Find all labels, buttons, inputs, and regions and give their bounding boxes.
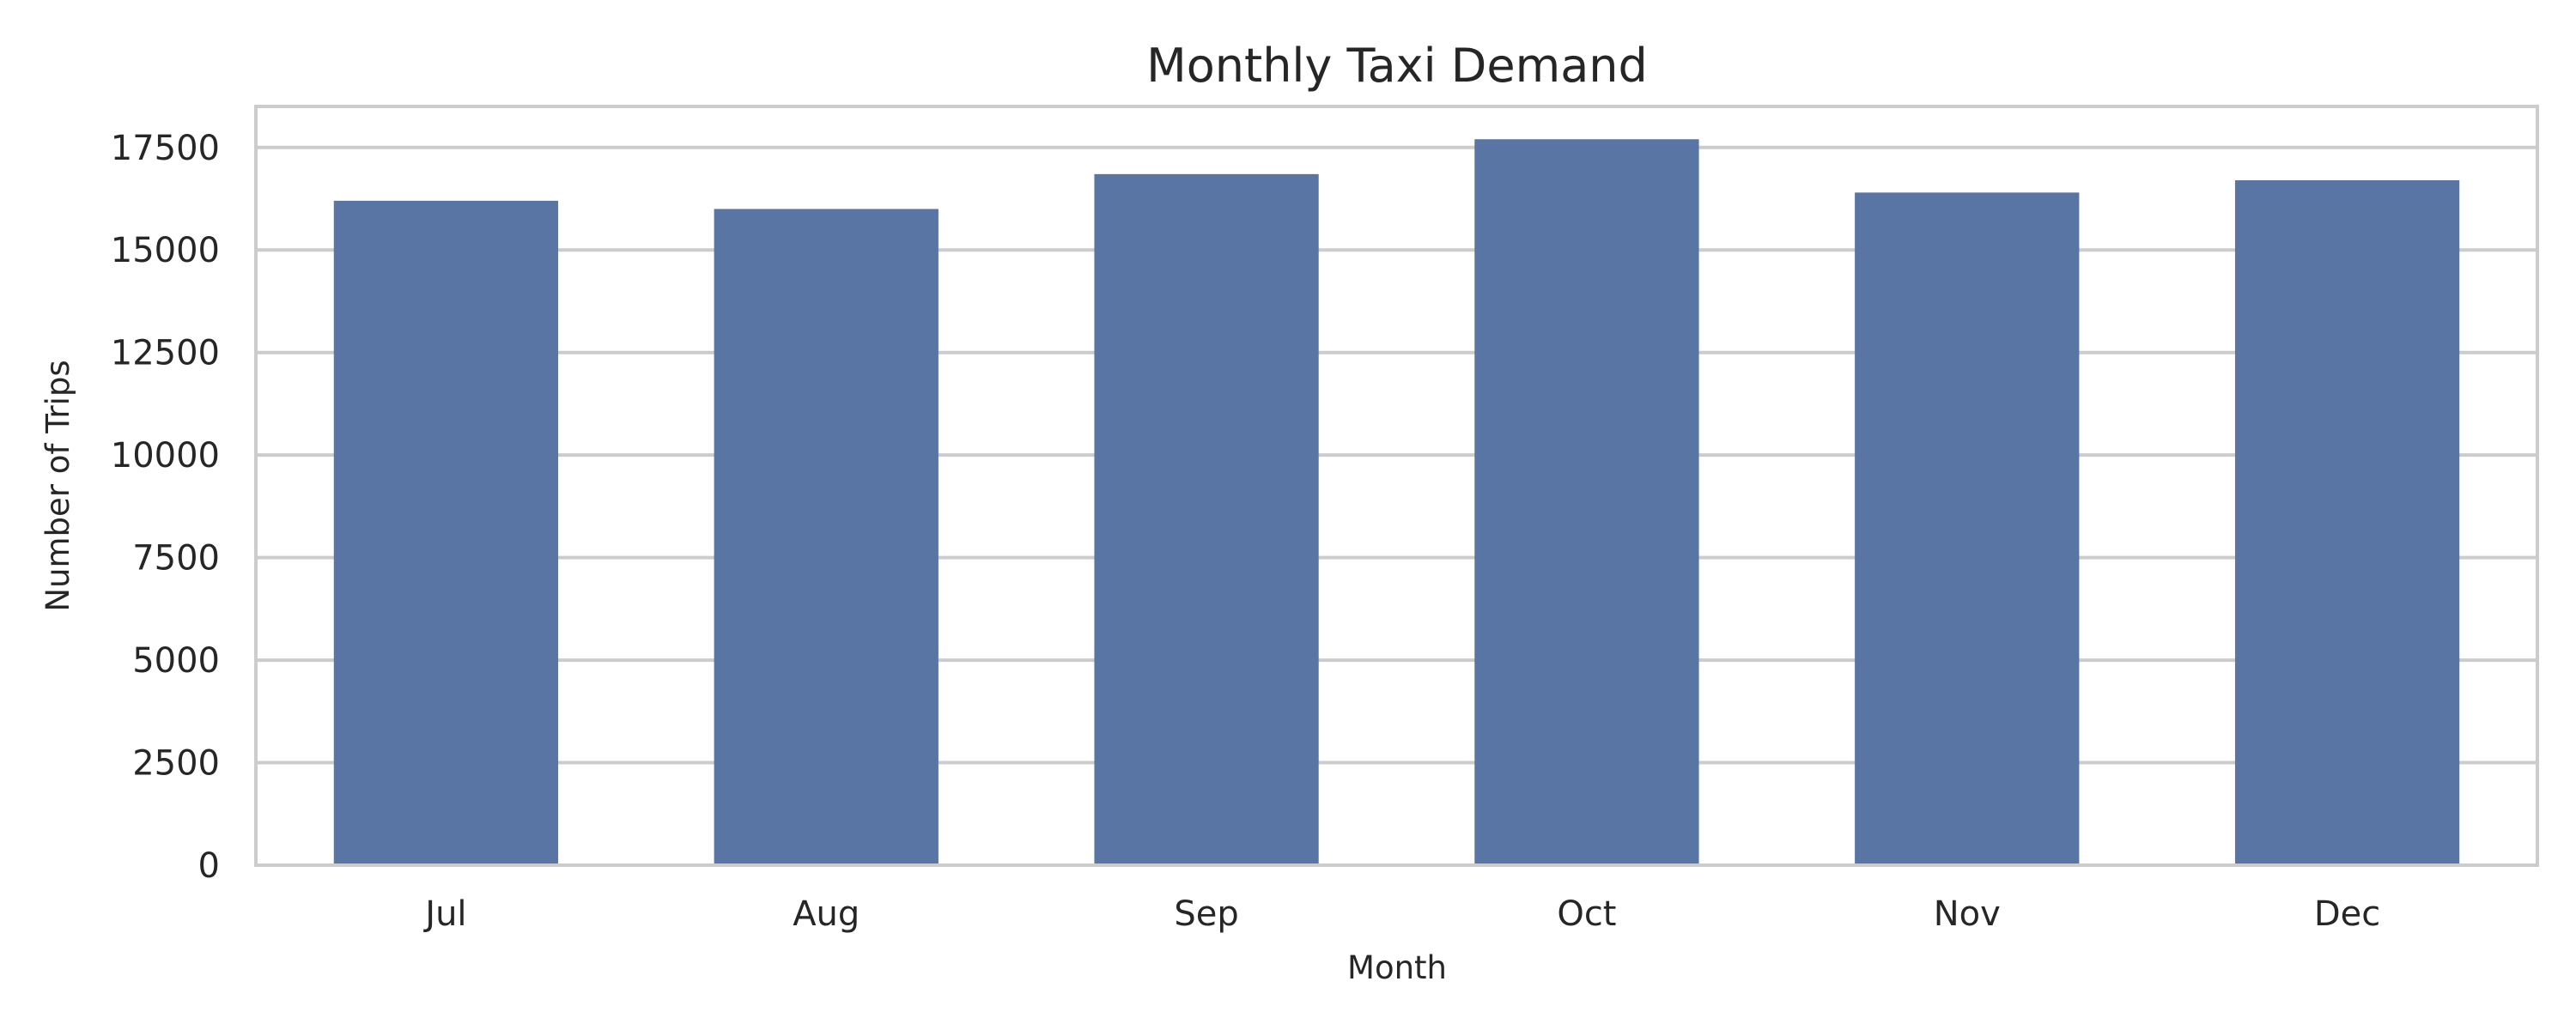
y-tick-label: 2500 <box>132 744 220 784</box>
gridlines <box>256 145 2537 867</box>
bar-oct <box>1474 139 1699 865</box>
bar-dec <box>2234 180 2460 865</box>
bars <box>333 139 2460 865</box>
y-tick-label: 15000 <box>111 231 220 270</box>
x-axis-ticks: Jul Aug Sep Oct Nov Dec <box>422 894 2380 934</box>
x-axis-label: Month <box>1347 949 1447 986</box>
bar-sep <box>1094 173 1319 865</box>
y-axis-ticks: 0 2500 5000 7500 10000 12500 15000 17500 <box>111 129 220 886</box>
y-tick-label: 12500 <box>111 334 220 373</box>
y-tick-label: 5000 <box>132 641 220 681</box>
bar-nov <box>1855 192 2080 865</box>
y-tick-label: 17500 <box>111 129 220 168</box>
x-tick-label: Aug <box>793 894 860 934</box>
y-axis-label: Number of Trips <box>39 360 76 611</box>
y-tick-label: 10000 <box>111 436 220 476</box>
x-tick-label: Oct <box>1557 894 1616 934</box>
plot-frame <box>254 105 2539 867</box>
y-tick-label: 7500 <box>132 539 220 579</box>
x-tick-label: Jul <box>422 894 466 934</box>
chart-title: Monthly Taxi Demand <box>1146 39 1648 93</box>
x-tick-label: Sep <box>1174 894 1238 934</box>
x-tick-label: Nov <box>1934 894 2001 934</box>
bar-aug <box>714 209 939 865</box>
y-tick-label: 0 <box>198 846 220 886</box>
bar-jul <box>333 200 559 865</box>
x-tick-label: Dec <box>2314 894 2380 934</box>
